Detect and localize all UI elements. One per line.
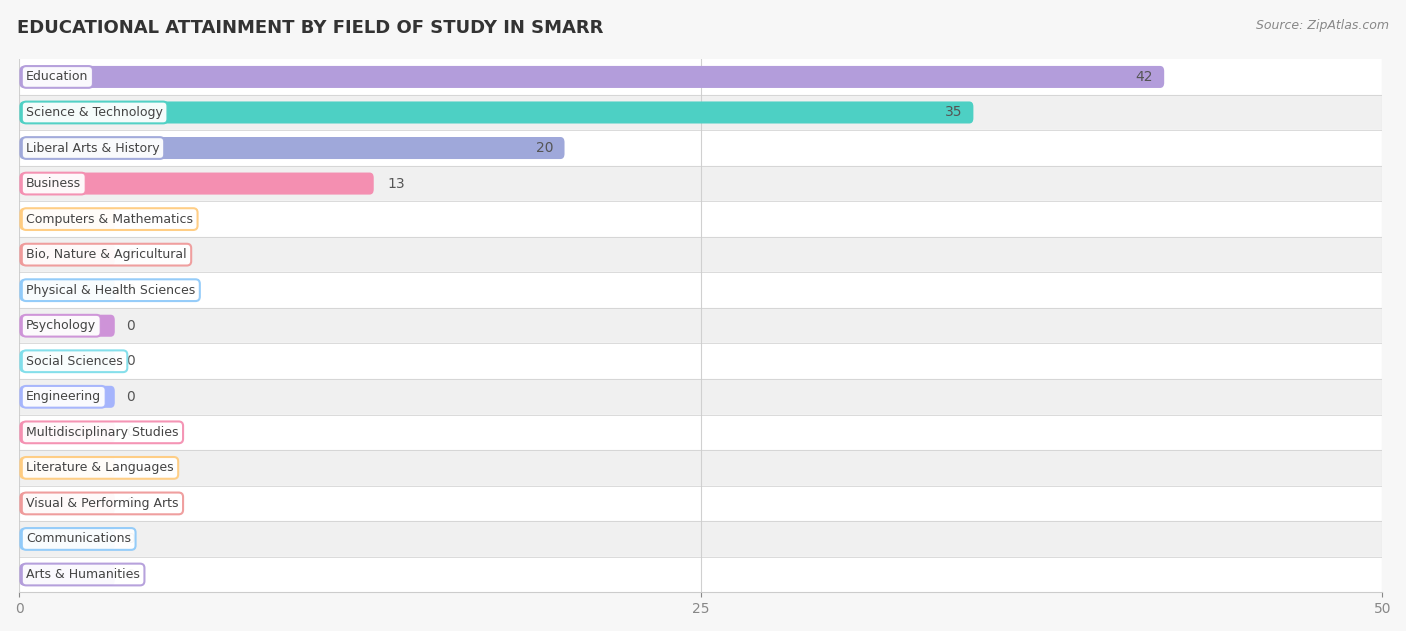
Text: 0: 0: [125, 567, 135, 582]
FancyBboxPatch shape: [20, 492, 115, 514]
Text: Business: Business: [27, 177, 82, 190]
Text: 0: 0: [125, 532, 135, 546]
Bar: [20, 95, 1382, 130]
Text: Multidisciplinary Studies: Multidisciplinary Studies: [27, 426, 179, 439]
Text: 0: 0: [125, 461, 135, 475]
Text: 0: 0: [125, 283, 135, 297]
Bar: [20, 486, 1382, 521]
Text: 0: 0: [125, 247, 135, 262]
Bar: [20, 201, 1382, 237]
Bar: [20, 130, 1382, 166]
FancyBboxPatch shape: [20, 172, 374, 194]
FancyBboxPatch shape: [20, 137, 565, 159]
Bar: [20, 59, 1382, 95]
Text: Social Sciences: Social Sciences: [27, 355, 122, 368]
Text: 0: 0: [125, 354, 135, 369]
FancyBboxPatch shape: [20, 350, 115, 372]
FancyBboxPatch shape: [20, 244, 115, 266]
Bar: [20, 557, 1382, 593]
Text: Computers & Mathematics: Computers & Mathematics: [27, 213, 193, 226]
FancyBboxPatch shape: [20, 66, 1164, 88]
Text: 42: 42: [1136, 70, 1153, 84]
Text: 0: 0: [125, 425, 135, 439]
Text: 35: 35: [945, 105, 963, 119]
Bar: [20, 521, 1382, 557]
Text: Liberal Arts & History: Liberal Arts & History: [27, 141, 160, 155]
Text: EDUCATIONAL ATTAINMENT BY FIELD OF STUDY IN SMARR: EDUCATIONAL ATTAINMENT BY FIELD OF STUDY…: [17, 19, 603, 37]
FancyBboxPatch shape: [20, 386, 115, 408]
Bar: [20, 343, 1382, 379]
Bar: [20, 415, 1382, 450]
Text: 0: 0: [125, 319, 135, 333]
Text: Communications: Communications: [27, 533, 131, 545]
Bar: [20, 166, 1382, 201]
Bar: [20, 450, 1382, 486]
Text: Engineering: Engineering: [27, 391, 101, 403]
FancyBboxPatch shape: [20, 208, 115, 230]
Bar: [20, 308, 1382, 343]
Text: Source: ZipAtlas.com: Source: ZipAtlas.com: [1256, 19, 1389, 32]
FancyBboxPatch shape: [20, 528, 115, 550]
Text: 20: 20: [536, 141, 554, 155]
Text: Psychology: Psychology: [27, 319, 97, 333]
Text: Physical & Health Sciences: Physical & Health Sciences: [27, 284, 195, 297]
FancyBboxPatch shape: [20, 102, 973, 124]
Text: Bio, Nature & Agricultural: Bio, Nature & Agricultural: [27, 248, 187, 261]
Text: 0: 0: [125, 390, 135, 404]
FancyBboxPatch shape: [20, 279, 115, 301]
Bar: [20, 379, 1382, 415]
Text: 0: 0: [125, 212, 135, 226]
Text: Literature & Languages: Literature & Languages: [27, 461, 174, 475]
FancyBboxPatch shape: [20, 315, 115, 337]
Text: Arts & Humanities: Arts & Humanities: [27, 568, 141, 581]
Bar: [20, 237, 1382, 273]
FancyBboxPatch shape: [20, 563, 115, 586]
Text: Science & Technology: Science & Technology: [27, 106, 163, 119]
FancyBboxPatch shape: [20, 422, 115, 444]
Bar: [20, 273, 1382, 308]
FancyBboxPatch shape: [20, 457, 115, 479]
Text: 13: 13: [387, 177, 405, 191]
Text: 0: 0: [125, 497, 135, 510]
Text: Visual & Performing Arts: Visual & Performing Arts: [27, 497, 179, 510]
Text: Education: Education: [27, 71, 89, 83]
